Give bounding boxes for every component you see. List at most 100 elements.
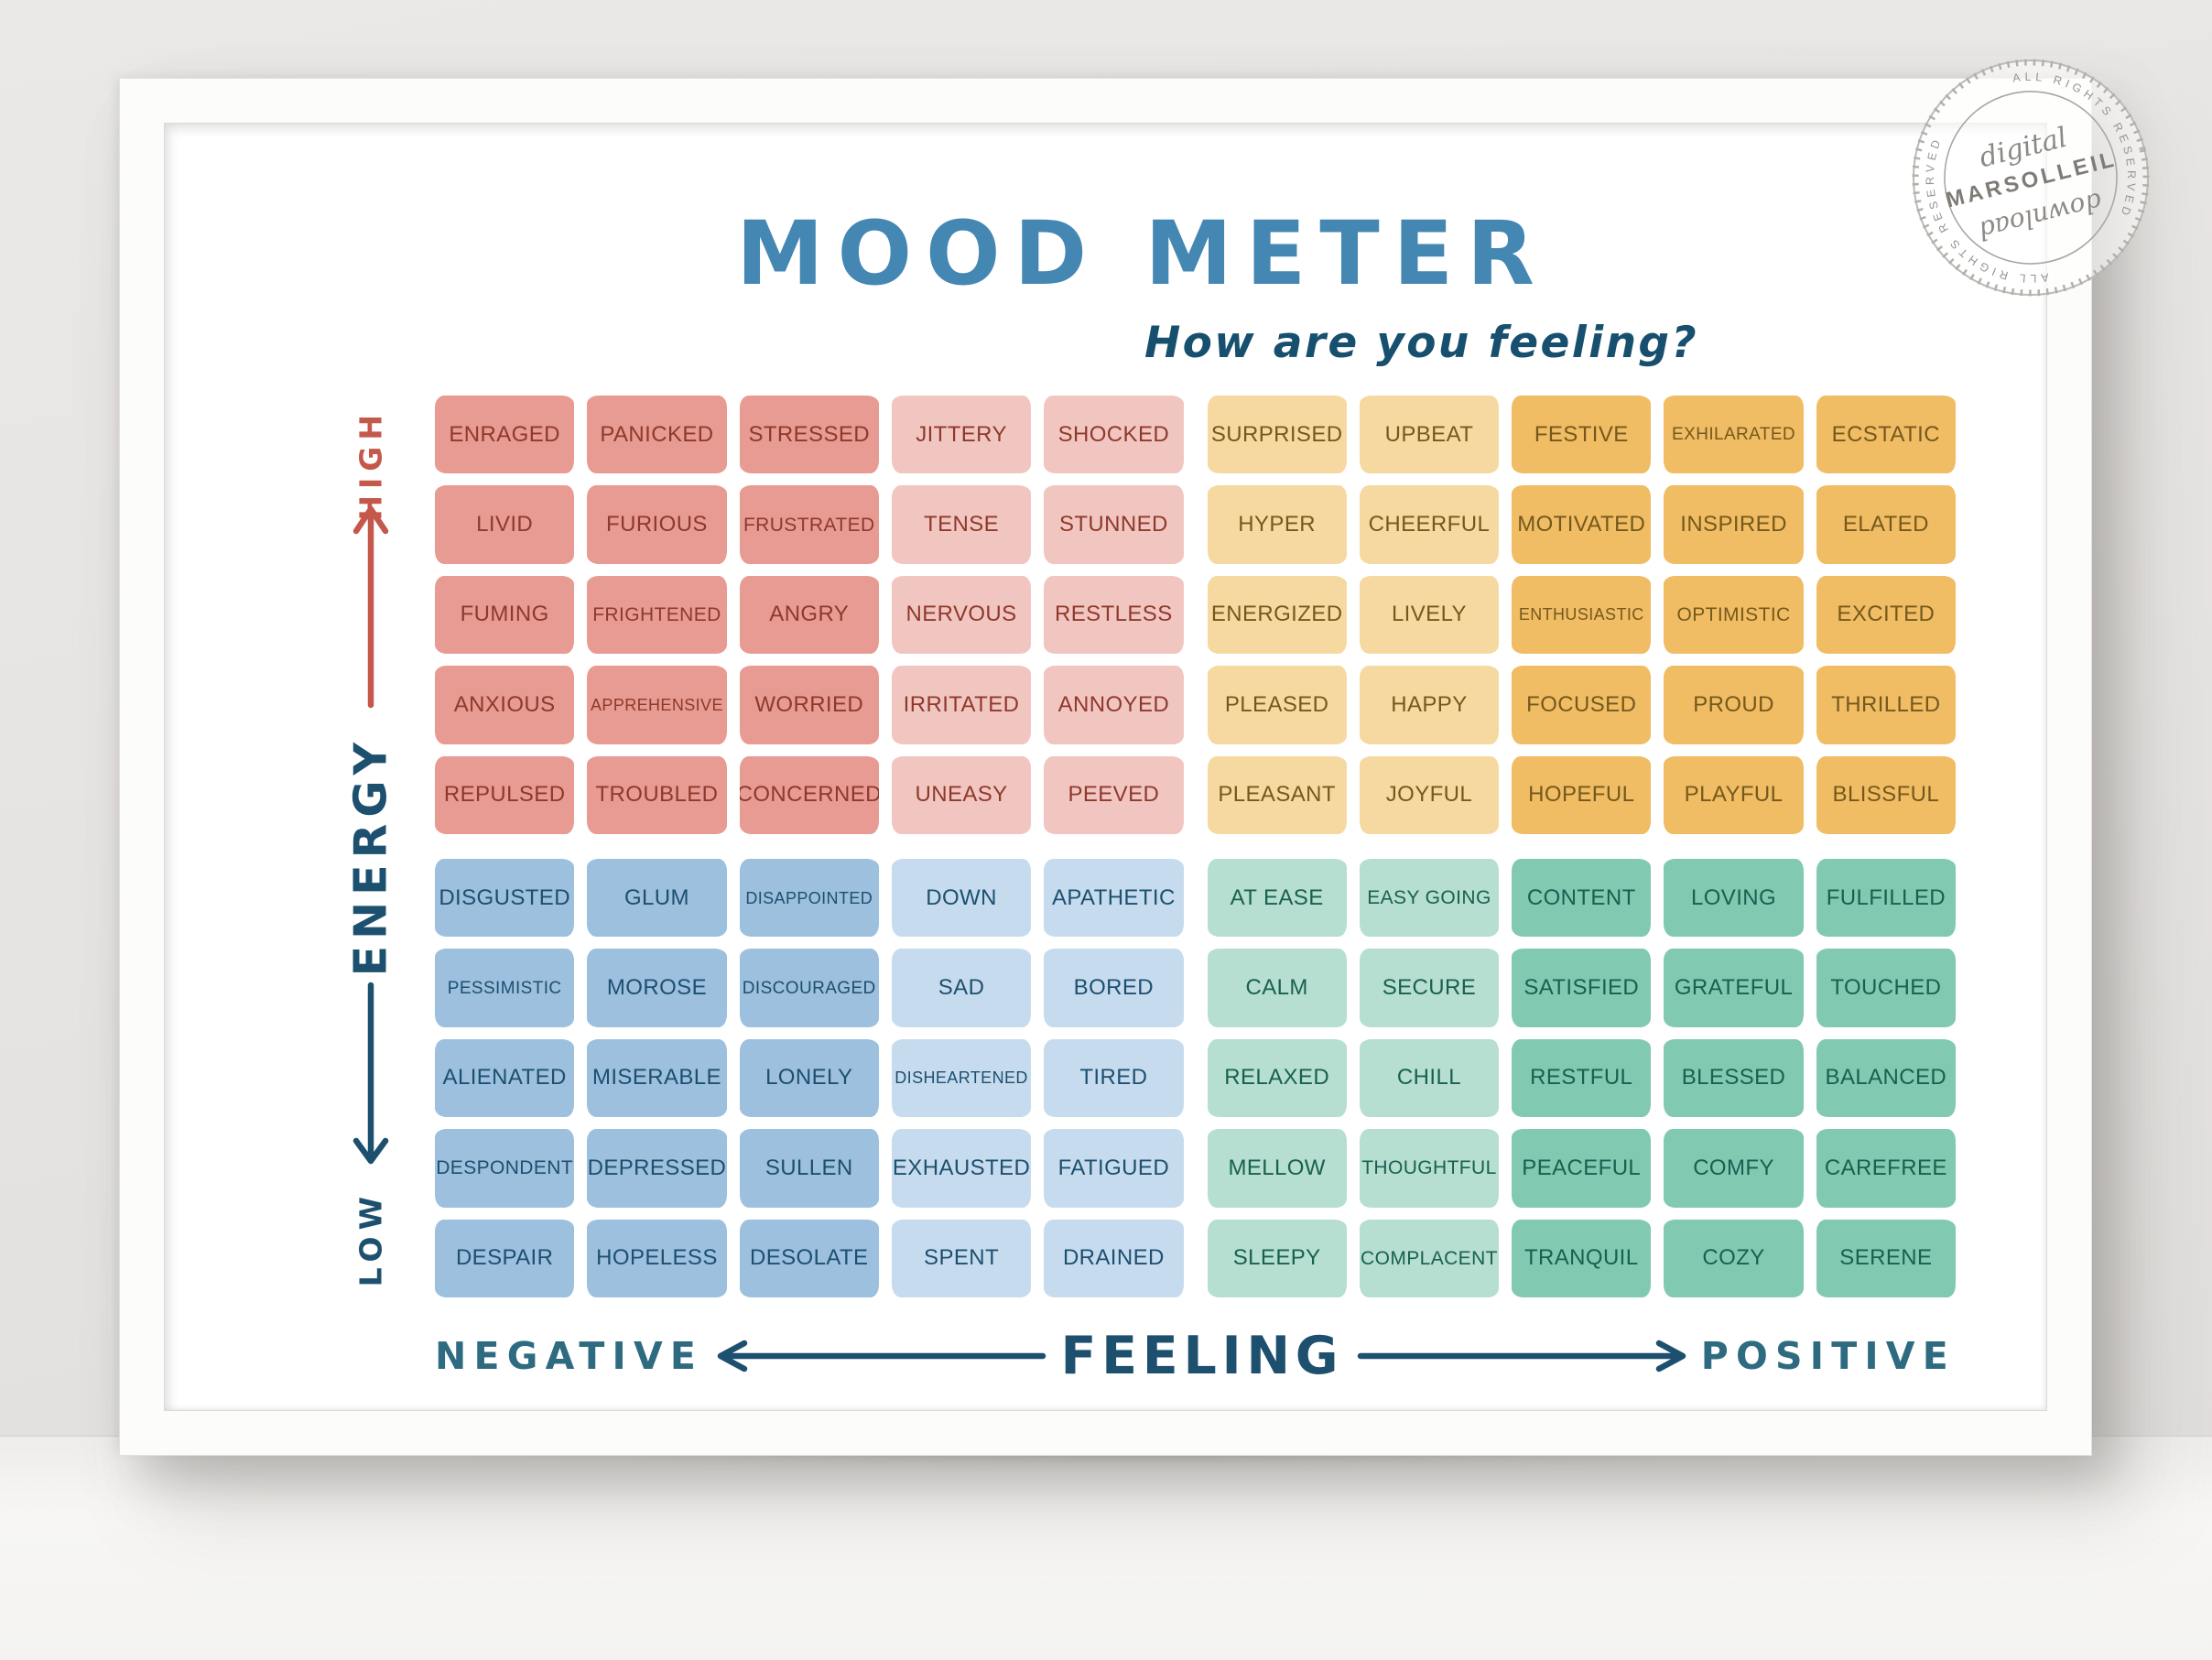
mood-cell-irritated: IRRITATED xyxy=(891,666,1032,744)
mood-cell-thoughtful: THOUGHTFUL xyxy=(1359,1129,1500,1208)
mood-cell-disgusted: DISGUSTED xyxy=(435,859,575,938)
mood-cell-stunned: STUNNED xyxy=(1044,485,1184,564)
mood-cell-blessed: BLESSED xyxy=(1664,1038,1804,1118)
mood-cell-blissful: BLISSFUL xyxy=(1816,755,1956,834)
mood-cell-repulsed: REPULSED xyxy=(435,755,575,834)
mood-cell-tired: TIRED xyxy=(1044,1038,1184,1118)
mood-cell-lively: LIVELY xyxy=(1359,575,1500,655)
mood-cell-mellow: MELLOW xyxy=(1207,1129,1347,1208)
mood-cell-optimistic: OPTIMISTIC xyxy=(1664,575,1804,655)
mood-cell-relaxed: RELAXED xyxy=(1207,1038,1347,1118)
mood-cell-peeved: PEEVED xyxy=(1044,755,1184,834)
mood-cell-surprised: SURPRISED xyxy=(1207,396,1347,474)
feeling-left-arrow-icon xyxy=(718,1340,1046,1372)
feeling-right-arrow-icon xyxy=(1358,1340,1686,1372)
mood-cell-nervous: NERVOUS xyxy=(891,575,1032,655)
poster-subtitle: How are you feeling? xyxy=(1144,318,1699,368)
mood-cell-frustrated: FRUSTRATED xyxy=(739,485,879,564)
mood-cell-disappointed: DISAPPOINTED xyxy=(739,859,879,938)
mood-cell-worried: WORRIED xyxy=(739,666,879,744)
mood-cell-bored: BORED xyxy=(1044,949,1184,1027)
mood-cell-excited: EXCITED xyxy=(1816,575,1956,655)
mood-cell-despair: DESPAIR xyxy=(435,1219,575,1297)
mood-cell-down: DOWN xyxy=(891,859,1032,938)
mood-cell-furious: FURIOUS xyxy=(587,485,727,564)
mood-cell-serene: SERENE xyxy=(1816,1219,1956,1297)
mood-cell-morose: MOROSE xyxy=(587,949,727,1027)
mood-cell-hyper: HYPER xyxy=(1207,485,1347,564)
mood-cell-apathetic: APATHETIC xyxy=(1044,859,1184,938)
mood-cell-secure: SECURE xyxy=(1359,949,1500,1027)
mood-cell-alienated: ALIENATED xyxy=(435,1038,575,1118)
mood-cell-fulfilled: FULFILLED xyxy=(1816,859,1956,938)
mood-cell-at-ease: AT EASE xyxy=(1207,859,1347,938)
mood-cell-pleased: PLEASED xyxy=(1207,666,1347,744)
floor-surface xyxy=(0,1436,2212,1660)
mood-cell-exhausted: EXHAUSTED xyxy=(891,1129,1032,1208)
mood-cell-frightened: FRIGHTENED xyxy=(587,575,727,655)
mood-cell-hopeful: HOPEFUL xyxy=(1512,755,1652,834)
mood-cell-focused: FOCUSED xyxy=(1512,666,1652,744)
mood-cell-drained: DRAINED xyxy=(1044,1219,1184,1297)
stamp-inner-circle xyxy=(1944,91,2118,265)
mood-cell-ecstatic: ECSTATIC xyxy=(1816,396,1956,474)
watermark-stamp: ALL RIGHTS RESERVED ALL RIGHTS RESERVED … xyxy=(1880,27,2182,329)
feeling-axis-label: FEELING xyxy=(1060,1326,1344,1386)
mood-cell-proud: PROUD xyxy=(1664,666,1804,744)
mood-cell-thrilled: THRILLED xyxy=(1816,666,1956,744)
mood-cell-annoyed: ANNOYED xyxy=(1044,666,1184,744)
mood-cell-enraged: ENRAGED xyxy=(435,396,575,474)
mood-cell-comfy: COMFY xyxy=(1664,1129,1804,1208)
mood-cell-chill: CHILL xyxy=(1359,1038,1500,1118)
mood-cell-jittery: JITTERY xyxy=(891,396,1032,474)
stamp-perforated-edge xyxy=(1912,59,2150,297)
mood-cell-cozy: COZY xyxy=(1664,1219,1804,1297)
mood-cell-festive: FESTIVE xyxy=(1512,396,1652,474)
mood-cell-sullen: SULLEN xyxy=(739,1129,879,1208)
energy-low-label: LOW xyxy=(352,1190,389,1287)
energy-axis: HIGH ENERGY LOW xyxy=(311,396,430,1297)
stamp-outer-circle xyxy=(1913,60,2149,296)
mood-cell-playful: PLAYFUL xyxy=(1664,755,1804,834)
mood-cell-tense: TENSE xyxy=(891,485,1032,564)
mood-cell-cheerful: CHEERFUL xyxy=(1359,485,1500,564)
mood-cell-content: CONTENT xyxy=(1512,859,1652,938)
mood-cell-energized: ENERGIZED xyxy=(1207,575,1347,655)
feeling-negative-label: NEGATIVE xyxy=(435,1334,704,1378)
mood-cell-loving: LOVING xyxy=(1664,859,1804,938)
mood-cell-balanced: BALANCED xyxy=(1816,1038,1956,1118)
mood-cell-upbeat: UPBEAT xyxy=(1359,396,1500,474)
mood-cell-exhilarated: EXHILARATED xyxy=(1664,396,1804,474)
quadrant-low-energy-positive: AT EASE EASY GOING CONTENT LOVING FULFILLED C… xyxy=(1207,859,1956,1297)
mood-cell-apprehensive: APPREHENSIVE xyxy=(587,666,727,744)
energy-up-arrow-icon xyxy=(352,505,389,709)
poster-title: MOOD METER xyxy=(736,202,1548,305)
mood-cell-peaceful: PEACEFUL xyxy=(1512,1129,1652,1208)
quadrant-high-energy-negative: ENRAGED PANICKED STRESSED JITTERY SHOCKED LIV… xyxy=(435,396,1184,834)
feeling-positive-label: POSITIVE xyxy=(1700,1334,1956,1378)
mood-cell-happy: HAPPY xyxy=(1359,666,1500,744)
mood-cell-calm: CALM xyxy=(1207,949,1347,1027)
mood-cell-livid: LIVID xyxy=(435,485,575,564)
mood-cell-troubled: TROUBLED xyxy=(587,755,727,834)
mood-cell-restful: RESTFUL xyxy=(1512,1038,1652,1118)
quadrant-low-energy-negative: DISGUSTED GLUM DISAPPOINTED DOWN APATHETIC PE… xyxy=(435,859,1184,1297)
mood-cell-tranquil: TRANQUIL xyxy=(1512,1219,1652,1297)
mood-cell-spent: SPENT xyxy=(891,1219,1032,1297)
mood-cell-hopeless: HOPELESS xyxy=(587,1219,727,1297)
mood-cell-sleepy: SLEEPY xyxy=(1207,1219,1347,1297)
mood-cell-disheartened: DISHEARTENED xyxy=(891,1038,1032,1118)
mood-cell-despondent: DESPONDENT xyxy=(435,1129,575,1208)
energy-axis-label: ENERGY xyxy=(344,736,397,977)
mood-cell-stressed: STRESSED xyxy=(739,396,879,474)
mood-meter-poster: MOOD METER How are you feeling? HIGH ENE… xyxy=(164,123,2047,1411)
mood-cell-discouraged: DISCOURAGED xyxy=(739,949,879,1027)
mood-cell-complacent: COMPLACENT xyxy=(1359,1219,1500,1297)
mood-cell-fatigued: FATIGUED xyxy=(1044,1129,1184,1208)
mood-cell-touched: TOUCHED xyxy=(1816,949,1956,1027)
mood-cell-elated: ELATED xyxy=(1816,485,1956,564)
mood-cell-glum: GLUM xyxy=(587,859,727,938)
mood-cell-lonely: LONELY xyxy=(739,1038,879,1118)
mood-cell-motivated: MOTIVATED xyxy=(1512,485,1652,564)
